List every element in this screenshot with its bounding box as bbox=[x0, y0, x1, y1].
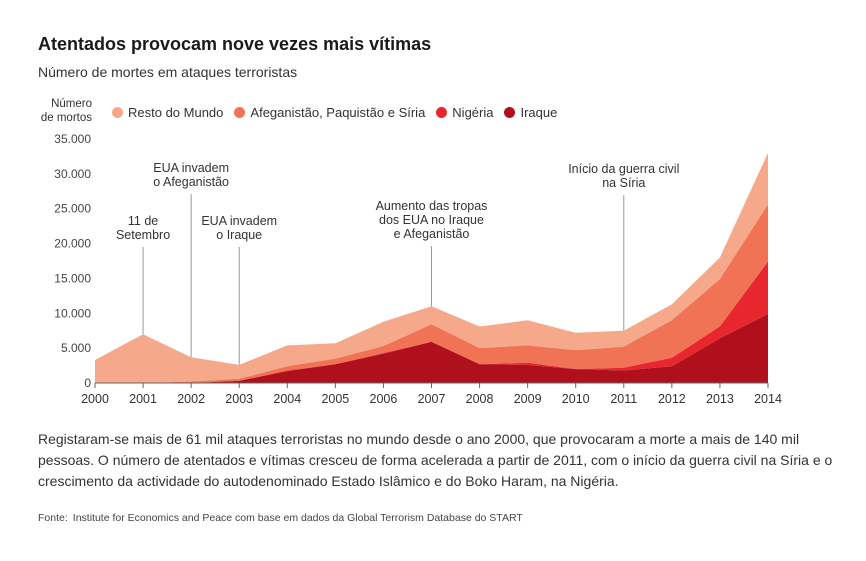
chart-subtitle: Número de mortes em ataques terroristas bbox=[38, 64, 298, 80]
legend-swatch bbox=[234, 107, 246, 118]
legend-item: Afeganistão, Paquistão e Síria bbox=[234, 105, 425, 120]
legend-label: Resto do Mundo bbox=[128, 105, 224, 120]
annotation-text: e Afeganistão bbox=[394, 227, 470, 241]
legend-item: Nigéria bbox=[436, 105, 493, 120]
y-tick-label: 0 bbox=[84, 376, 91, 390]
x-tick-label: 2000 bbox=[81, 392, 109, 406]
x-tick-label: 2001 bbox=[129, 392, 157, 406]
annotation-text: Setembro bbox=[116, 228, 170, 242]
description-text: Registaram-se mais de 61 mil ataques ter… bbox=[38, 431, 833, 489]
annotation-text: Início da guerra civil bbox=[568, 162, 679, 176]
annotation-text: dos EUA no Iraque bbox=[379, 213, 484, 227]
x-tick-label: 2004 bbox=[273, 392, 301, 406]
x-tick-label: 2010 bbox=[562, 392, 590, 406]
area-series bbox=[95, 314, 768, 383]
source-line: Fonte: Institute for Economics and Peace … bbox=[38, 512, 523, 524]
area-series bbox=[95, 152, 768, 383]
legend-item: Iraque bbox=[504, 105, 557, 120]
annotation-text: EUA invadem bbox=[201, 214, 277, 228]
y-tick-label: 15.000 bbox=[54, 271, 91, 285]
source-label: Fonte: bbox=[38, 512, 68, 524]
y-tick-label: 25.000 bbox=[54, 202, 91, 216]
chart-title: Atentados provocam nove vezes mais vítim… bbox=[38, 34, 432, 54]
annotation-text: Aumento das tropas bbox=[376, 199, 488, 213]
annotation-text: o Afeganistão bbox=[153, 175, 229, 189]
annotation-text: 11 de bbox=[128, 214, 158, 228]
x-tick-label: 2009 bbox=[514, 392, 542, 406]
legend-label: Iraque bbox=[520, 105, 558, 120]
annotation-text: o Iraque bbox=[216, 228, 262, 242]
y-axis-label: Número de mortos bbox=[40, 98, 92, 124]
x-tick-label: 2011 bbox=[610, 392, 637, 406]
y-tick-label: 20.000 bbox=[54, 237, 91, 251]
legend-label: Nigéria bbox=[452, 105, 494, 120]
x-tick-label: 2002 bbox=[177, 392, 205, 406]
legend-swatch bbox=[112, 107, 123, 118]
annotation-text: na Síria bbox=[602, 176, 645, 190]
y-tick-label: 35.000 bbox=[54, 132, 91, 146]
x-tick-label: 2006 bbox=[370, 392, 398, 406]
legend-item: Resto do Mundo bbox=[112, 105, 223, 120]
x-tick-label: 2003 bbox=[225, 392, 253, 406]
legend-swatch bbox=[504, 107, 516, 118]
legend: Resto do Mundo Afeganistão, Paquistão e S… bbox=[112, 105, 568, 120]
x-tick-label: 2008 bbox=[466, 392, 494, 406]
legend-label: Afeganistão, Paquistão e Síria bbox=[250, 105, 426, 120]
y-tick-label: 5.000 bbox=[61, 341, 91, 355]
x-tick-label: 2005 bbox=[321, 392, 349, 406]
x-tick-label: 2007 bbox=[418, 392, 446, 406]
x-tick-label: 2012 bbox=[658, 392, 686, 406]
annotation-text: EUA invadem bbox=[153, 161, 229, 175]
y-tick-label: 30.000 bbox=[54, 167, 91, 181]
legend-swatch bbox=[436, 107, 448, 118]
y-tick-label: 10.000 bbox=[54, 306, 91, 320]
source-text: Institute for Economics and Peace com ba… bbox=[72, 512, 523, 524]
x-tick-label: 2013 bbox=[706, 392, 734, 406]
x-tick-label: 2014 bbox=[754, 392, 782, 406]
